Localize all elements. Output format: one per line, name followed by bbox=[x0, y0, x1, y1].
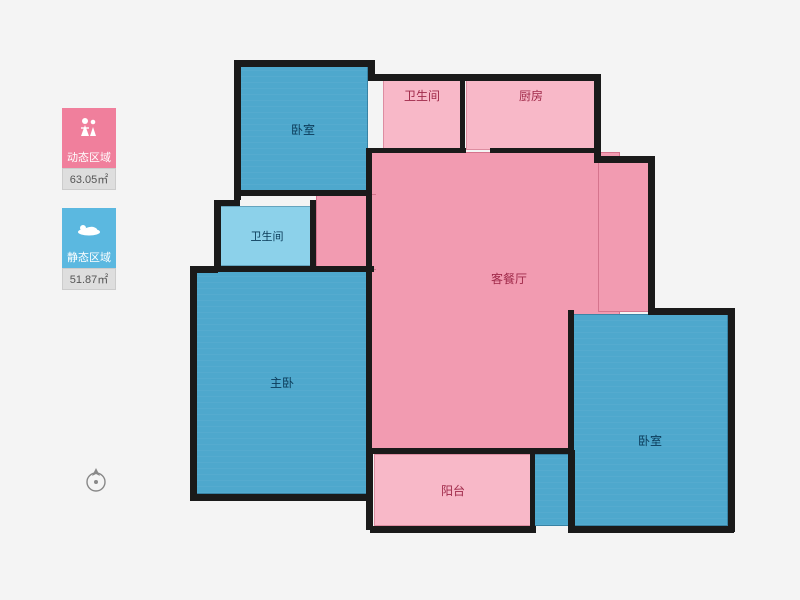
wall bbox=[214, 200, 221, 272]
wall bbox=[568, 450, 575, 530]
wall bbox=[190, 494, 372, 501]
room-label: 厨房 bbox=[519, 87, 543, 104]
room-label: 卫生间 bbox=[404, 87, 440, 104]
wall bbox=[728, 308, 735, 532]
room-master-bedroom: 主卧 bbox=[196, 270, 368, 494]
wall bbox=[568, 310, 574, 454]
room-label: 阳台 bbox=[441, 482, 465, 499]
wall bbox=[214, 200, 240, 206]
legend-static-label: 静态区域 bbox=[62, 246, 116, 268]
room-label: 主卧 bbox=[270, 374, 294, 391]
wall bbox=[370, 526, 536, 533]
wall bbox=[460, 74, 465, 152]
wall bbox=[366, 148, 466, 153]
room-bedroom-top-left: 卧室 bbox=[238, 66, 368, 192]
wall bbox=[370, 448, 570, 454]
room-living-right bbox=[598, 162, 650, 312]
wall bbox=[530, 450, 535, 526]
legend-dynamic: 动态区域 63.05㎡ bbox=[62, 108, 116, 190]
room-label: 卫生间 bbox=[251, 228, 284, 244]
wall bbox=[190, 266, 197, 500]
legend-dynamic-value: 63.05㎡ bbox=[62, 168, 116, 190]
legend-static-value: 51.87㎡ bbox=[62, 268, 116, 290]
room-balcony: 阳台 bbox=[374, 454, 532, 526]
wall bbox=[234, 60, 241, 200]
floorplan: 卧室 卫生间 厨房 卫生间 客餐厅 主卧 阳台 卧室 bbox=[190, 60, 740, 540]
wall bbox=[648, 308, 734, 315]
room-label: 卧室 bbox=[638, 432, 662, 449]
legend-panel: 动态区域 63.05㎡ 静态区域 51.87㎡ bbox=[62, 108, 120, 308]
room-label: 卧室 bbox=[291, 121, 315, 138]
wall bbox=[234, 190, 372, 196]
wall bbox=[366, 450, 373, 530]
wall bbox=[490, 148, 600, 153]
wall bbox=[214, 266, 374, 272]
wall bbox=[366, 148, 372, 454]
wall bbox=[648, 156, 655, 312]
wall bbox=[234, 60, 372, 67]
room-label: 客餐厅 bbox=[491, 270, 527, 287]
wall bbox=[568, 526, 734, 533]
people-icon bbox=[62, 108, 116, 146]
room-bathroom-top: 卫生间 bbox=[383, 80, 461, 150]
legend-dynamic-label: 动态区域 bbox=[62, 146, 116, 168]
room-kitchen: 厨房 bbox=[466, 80, 596, 150]
legend-static: 静态区域 51.87㎡ bbox=[62, 208, 116, 290]
room-bathroom-mid: 卫生间 bbox=[220, 206, 314, 266]
sleep-icon bbox=[62, 208, 116, 246]
wall bbox=[368, 74, 600, 81]
wall bbox=[310, 200, 316, 270]
room-bedroom-bottom-right: 卧室 bbox=[572, 314, 728, 526]
compass-icon bbox=[82, 466, 110, 494]
wall bbox=[594, 156, 654, 163]
room-strip bbox=[534, 454, 570, 526]
